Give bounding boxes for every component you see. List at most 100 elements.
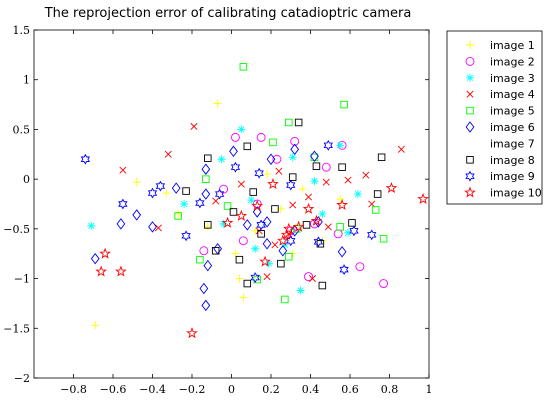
data-point: [202, 175, 210, 183]
data-point: [182, 187, 190, 195]
data-point: [302, 221, 311, 229]
data-point: [115, 265, 127, 277]
data-point: [201, 163, 211, 175]
data-point: [252, 206, 262, 218]
data-point: [235, 274, 244, 283]
data-point: [318, 209, 327, 218]
legend-marker: [464, 186, 476, 198]
legend-marker: [465, 121, 475, 133]
legend-box: [446, 30, 543, 205]
data-point: [95, 265, 107, 277]
legend-item: image 1: [466, 39, 535, 52]
data-point: [340, 100, 348, 109]
plot-area: [33, 29, 430, 379]
data-point: [290, 225, 300, 237]
data-point: [249, 188, 257, 196]
data-point: [174, 209, 183, 218]
data-point: [288, 173, 297, 181]
data-point: [155, 180, 166, 192]
legend-marker: [465, 56, 475, 66]
data-point: [281, 295, 289, 304]
data-point: [199, 246, 209, 256]
data-point: [290, 143, 300, 156]
data-point: [263, 273, 271, 281]
x-tick-label: 1: [426, 383, 433, 396]
data-point: [304, 272, 313, 282]
series-image-6: [90, 143, 347, 312]
series-image-9: [80, 139, 377, 283]
data-point: [147, 187, 158, 199]
y-tick-label: −2: [14, 372, 30, 385]
data-point: [339, 264, 349, 276]
data-point: [237, 125, 246, 134]
legend-item: image 2: [465, 55, 535, 68]
data-point: [362, 171, 370, 179]
legend-label: image 2: [490, 55, 535, 68]
data-point: [294, 118, 303, 127]
data-point: [203, 222, 212, 231]
data-point: [262, 238, 272, 250]
data-point: [313, 236, 324, 248]
data-point: [344, 176, 352, 184]
data-point: [355, 262, 365, 272]
data-point: [277, 234, 289, 246]
legend-label: image 8: [490, 154, 535, 167]
y-tick-label: 0: [23, 173, 30, 186]
data-point: [337, 245, 347, 258]
legend-marker: [465, 170, 475, 182]
data-point: [251, 199, 263, 211]
data-point: [91, 321, 100, 330]
data-point: [180, 200, 189, 208]
data-point: [338, 163, 346, 171]
data-point: [229, 208, 238, 216]
data-point: [323, 139, 333, 151]
series-image-3: [87, 125, 362, 295]
data-point: [348, 219, 356, 227]
data-point: [275, 167, 283, 175]
x-tick-label: 0.8: [381, 383, 399, 396]
data-point: [379, 279, 389, 288]
x-tick-label: −0.2: [179, 383, 206, 396]
data-point: [212, 197, 220, 205]
data-point: [263, 170, 272, 179]
data-point: [371, 206, 380, 214]
data-point: [235, 209, 248, 221]
data-point: [305, 193, 313, 201]
axis-ticks: −0.8 −0.6 −0.4 −0.2 0 0.2 0.4 0.6 0.8 1 1.5 1 0.5 0 −0…: [3, 24, 432, 396]
data-point: [373, 190, 382, 198]
data-point: [186, 327, 198, 339]
data-point: [223, 202, 232, 210]
data-point: [254, 167, 264, 179]
legend-label: image 5: [490, 105, 535, 118]
data-point: [286, 179, 296, 191]
data-point: [336, 198, 348, 210]
x-tick-label: 0.6: [341, 383, 359, 396]
data-point: [336, 195, 345, 204]
chart-title: The reprojection error of calibrating ca…: [44, 6, 412, 21]
y-tick-label: 1: [23, 74, 30, 87]
data-point: [285, 118, 293, 127]
legend-marker: [466, 90, 474, 98]
data-point: [239, 63, 248, 71]
legend-item: image 4: [466, 88, 535, 101]
data-point: [278, 244, 288, 257]
x-tick-label: −0.8: [60, 383, 87, 396]
data-point: [164, 150, 172, 158]
data-point: [214, 188, 225, 200]
x-tick-label: 0.4: [302, 383, 320, 396]
data-point: [272, 154, 282, 164]
data-point: [353, 190, 362, 199]
legend-item: image 5: [466, 105, 535, 118]
legend-item: image 10: [464, 186, 542, 200]
data-point: [308, 275, 316, 283]
data-point: [242, 219, 252, 231]
data-point: [318, 281, 327, 290]
data-point: [289, 201, 297, 209]
data-point: [298, 185, 307, 194]
legend: image 1 image 2 image 3 image 4 image 5 image…: [446, 30, 543, 205]
data-point: [336, 141, 345, 150]
data-point: [118, 198, 128, 210]
data-point: [259, 255, 271, 267]
data-point: [238, 236, 248, 246]
